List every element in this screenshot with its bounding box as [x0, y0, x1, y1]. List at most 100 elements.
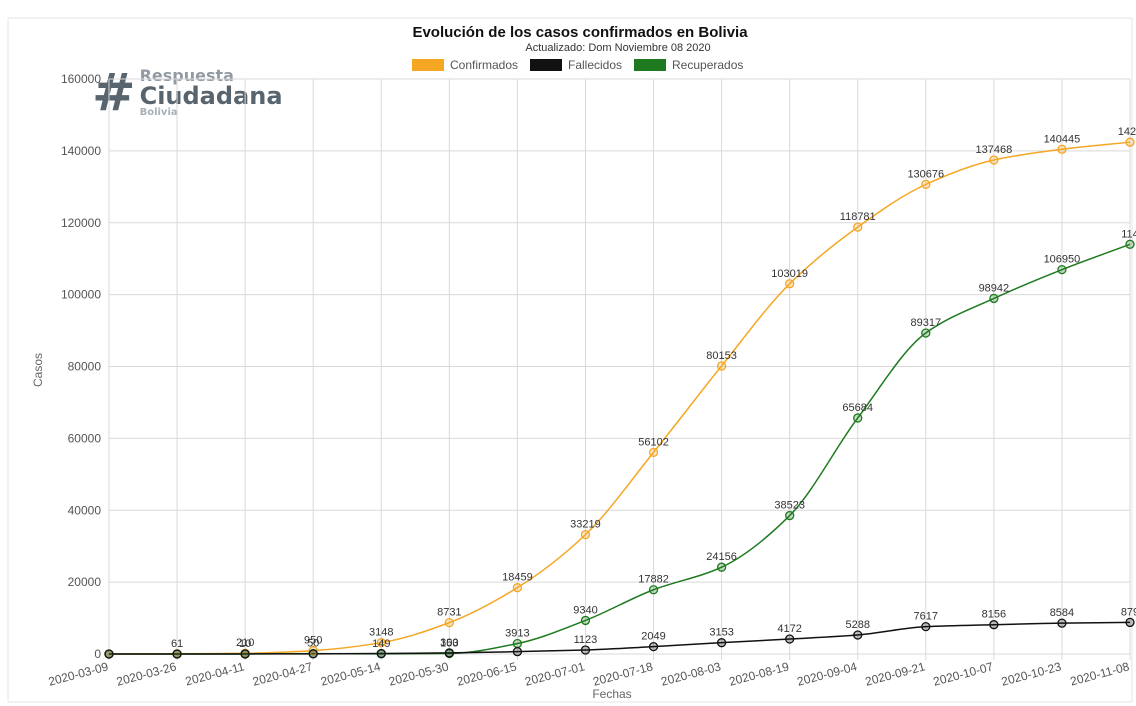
logo-line-3: Bolivia: [139, 107, 178, 118]
data-label-recuperados: 98942: [979, 282, 1010, 294]
data-point-confirmados: [785, 279, 795, 289]
y-axis-label: Casos: [31, 353, 45, 387]
data-point-fallecidos: [1057, 618, 1067, 628]
data-point-fallecidos: [240, 649, 250, 659]
legend-label-fallecidos: Fallecidos: [568, 58, 622, 72]
data-point-confirmados: [580, 529, 591, 540]
data-point-confirmados: [921, 179, 931, 190]
data-point-confirmados: [444, 617, 454, 628]
data-point-recuperados: [716, 562, 727, 572]
data-point-fallecidos: [1125, 617, 1135, 628]
data-point-recuperados: [921, 328, 931, 338]
data-label-fallecidos: 7617: [914, 611, 938, 623]
data-label-recuperados: 153: [440, 637, 458, 649]
data-label-confirmados: 103019: [771, 268, 808, 280]
data-label-recuperados: 10: [239, 638, 251, 650]
data-label-fallecidos: 5288: [845, 619, 869, 631]
data-label-recuperados: 9340: [573, 604, 597, 616]
data-label-confirmados: 61: [171, 638, 183, 650]
data-point-recuperados: [853, 413, 863, 423]
x-tick-label: 2020-06-15: [455, 659, 518, 688]
y-tick-label: 160000: [61, 72, 101, 86]
logo-line-2: Ciudadana: [139, 82, 283, 110]
data-point-fallecidos: [853, 630, 863, 640]
x-tick-label: 2020-07-01: [523, 659, 586, 688]
data-label-confirmados: 118781: [840, 211, 876, 223]
x-axis-label: Fechas: [592, 687, 631, 701]
x-tick-label: 2020-09-04: [796, 659, 859, 688]
data-label-confirmados: 33219: [570, 519, 601, 531]
data-point-fallecidos: [512, 647, 523, 657]
x-tick-label: 2020-04-27: [251, 659, 314, 688]
y-tick-label: 140000: [61, 144, 101, 158]
y-tick-label: 80000: [68, 360, 102, 374]
series-lines: [108, 141, 1131, 655]
data-point-fallecidos: [444, 648, 454, 658]
series-points: [104, 137, 1135, 659]
data-label-fallecidos: 300: [440, 637, 458, 649]
y-tick-label: 40000: [68, 503, 102, 517]
data-label-confirmados: 80153: [706, 350, 737, 362]
legend-label-confirmados: Confirmados: [450, 58, 518, 72]
y-tick-label: 120000: [61, 216, 101, 230]
data-point-fallecidos: [172, 649, 182, 659]
data-label-fallecidos: 2049: [641, 631, 665, 643]
data-label-confirmados: 56102: [638, 436, 669, 448]
y-tick-label: 20000: [68, 575, 102, 589]
data-point-recuperados: [1057, 264, 1067, 275]
data-point-confirmados: [1057, 144, 1067, 154]
data-label-recuperados: 149: [372, 638, 390, 650]
x-tick-label: 2020-09-21: [864, 659, 927, 688]
data-label-confirmados: 140445: [1044, 133, 1081, 145]
series-line-fallecidos: [108, 621, 1131, 655]
data-point-fallecidos: [785, 634, 795, 644]
data-label-fallecidos: 1123: [574, 634, 598, 646]
data-label-fallecidos: 879: [1121, 606, 1136, 618]
legend[interactable]: Confirmados Fallecidos Recuperados: [412, 58, 743, 72]
x-tick-label: 2020-05-30: [387, 659, 450, 688]
x-tick-label: 2020-03-26: [115, 659, 178, 688]
x-tick-label: 2020-05-14: [319, 659, 382, 688]
data-label-fallecidos: 4172: [777, 623, 801, 635]
data-label-recuperados: 50: [307, 638, 319, 650]
data-point-fallecidos: [376, 648, 386, 659]
data-label-recuperados: 114: [1121, 228, 1136, 240]
data-label-confirmados: 130676: [907, 168, 944, 180]
x-tick-label: 2020-07-18: [591, 659, 654, 688]
data-point-recuperados: [989, 293, 999, 304]
data-label-recuperados: 38523: [774, 500, 805, 512]
legend-swatch-recuperados: [634, 59, 666, 71]
data-point-confirmados: [716, 361, 727, 371]
data-label-fallecidos: 8584: [1050, 607, 1074, 619]
data-point-recuperados: [580, 615, 591, 626]
data-label-confirmados: 3148: [369, 627, 393, 639]
hashtag-logo-icon: #: [92, 63, 136, 123]
data-point-confirmados: [512, 583, 523, 593]
chart-title: Evolución de los casos confirmados en Bo…: [412, 24, 748, 41]
data-label-recuperados: 65684: [842, 402, 873, 414]
x-tick-label: 2020-03-09: [47, 659, 110, 688]
y-tick-label: 60000: [68, 431, 102, 445]
grid-lines: [108, 78, 1131, 660]
data-label-confirmados: 1424: [1118, 126, 1136, 138]
data-label-confirmados: 18459: [502, 572, 533, 584]
chart-subtitle: Actualizado: Dom Noviembre 08 2020: [525, 42, 710, 54]
data-point-confirmados: [1125, 137, 1135, 147]
series-line-confirmados: [108, 141, 1131, 655]
series-line-recuperados: [109, 243, 1131, 655]
data-point-confirmados: [648, 447, 659, 458]
data-label-confirmados: 950: [304, 635, 322, 647]
data-point-confirmados: [308, 645, 318, 656]
data-point-recuperados: [785, 510, 795, 521]
y-tick-label: 100000: [61, 288, 101, 302]
chart-panel: [7, 17, 1133, 703]
data-point-fallecidos: [648, 641, 659, 652]
data-point-fallecidos: [580, 645, 591, 655]
data-label-confirmados: 210: [236, 637, 254, 649]
data-label-fallecidos: 3153: [709, 627, 733, 639]
data-point-recuperados: [1125, 239, 1135, 249]
data-label-recuperados: 17882: [638, 574, 669, 586]
x-tick-label: 2020-10-07: [932, 659, 995, 688]
data-labels: 61 210 95031488731184593321956102801531030…: [171, 126, 1136, 650]
